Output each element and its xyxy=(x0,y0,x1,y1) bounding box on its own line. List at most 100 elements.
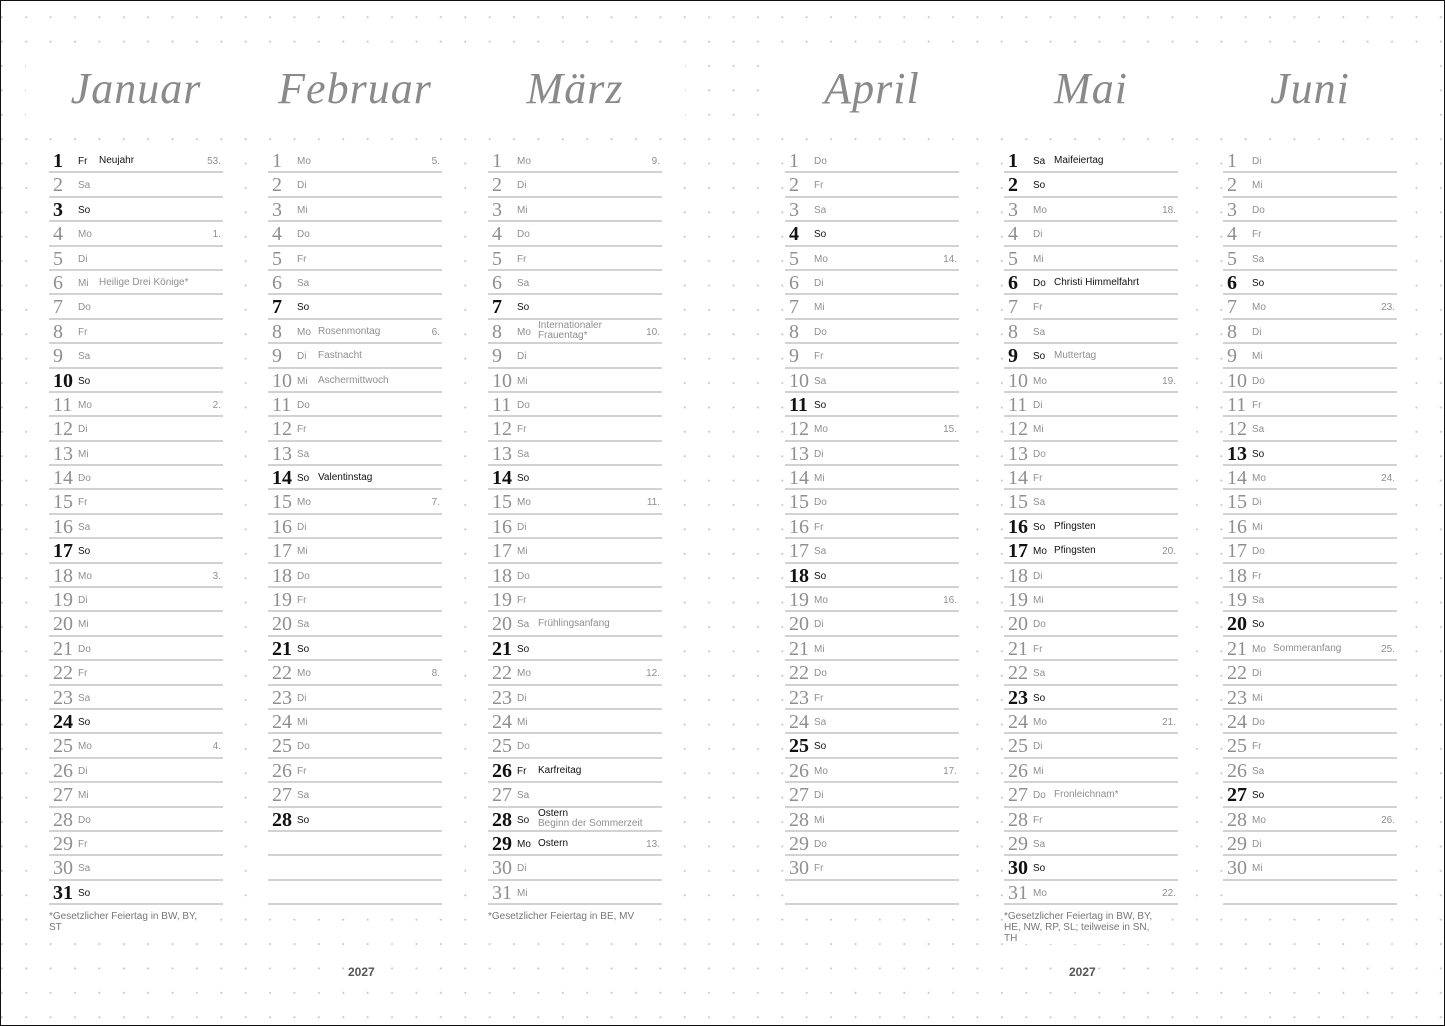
day-row[interactable]: 5 Mi xyxy=(1004,246,1178,271)
day-row[interactable]: 11 Do xyxy=(268,392,442,418)
day-row[interactable]: 29 Mo Ostern 13. xyxy=(488,831,662,857)
day-row[interactable]: 1 Do xyxy=(785,149,959,174)
day-row[interactable]: 21 Mo Sommeranfang 25. xyxy=(1223,636,1397,662)
day-row[interactable]: 12 Mi xyxy=(1004,417,1178,442)
day-row[interactable]: 30 So xyxy=(1004,856,1178,881)
day-row[interactable]: 22 Do xyxy=(785,661,959,686)
day-row[interactable]: 10 So xyxy=(49,368,223,393)
day-row[interactable]: 30 Mi xyxy=(1223,856,1397,881)
day-row[interactable]: 22 Sa xyxy=(1004,661,1178,686)
day-row[interactable]: 13 Mi xyxy=(49,441,223,467)
day-row[interactable]: 8 Sa xyxy=(1004,319,1178,345)
day-row[interactable]: 28 So Ostern Beginn der Sommerzeit xyxy=(488,807,662,832)
day-row[interactable]: 21 Mi xyxy=(785,636,959,662)
day-row[interactable]: 26 Mi xyxy=(1004,758,1178,784)
day-row[interactable]: 27 So xyxy=(1223,783,1397,808)
day-row[interactable]: 6 Do Christi Himmelfahrt xyxy=(1004,270,1178,296)
day-row[interactable]: 20 Sa xyxy=(268,612,442,637)
day-row[interactable]: 13 So xyxy=(1223,441,1397,467)
day-row[interactable]: 7 Mi xyxy=(785,295,959,320)
day-row[interactable]: 26 Fr Karfreitag xyxy=(488,758,662,784)
day-row[interactable]: 29 Sa xyxy=(1004,831,1178,857)
day-row[interactable]: 22 Mo 8. xyxy=(268,661,442,686)
day-row[interactable]: 17 Mi xyxy=(268,539,442,564)
day-row[interactable]: 11 Di xyxy=(1004,392,1178,418)
day-row[interactable]: 5 Fr xyxy=(268,246,442,271)
day-row[interactable]: 9 Di Fastnacht xyxy=(268,344,442,369)
day-row[interactable]: 29 Fr xyxy=(49,831,223,857)
day-row[interactable]: 16 Sa xyxy=(49,514,223,540)
day-row[interactable]: 1 Mo 9. xyxy=(488,149,662,174)
day-row[interactable]: 11 Do xyxy=(488,392,662,418)
day-row[interactable]: 15 Do xyxy=(785,490,959,515)
day-row[interactable]: 18 Di xyxy=(1004,563,1178,589)
day-row[interactable]: 19 Fr xyxy=(488,588,662,613)
day-row[interactable]: 23 So xyxy=(1004,685,1178,710)
day-row[interactable]: 31 Mi xyxy=(488,880,662,906)
day-row[interactable]: 14 Fr xyxy=(1004,466,1178,491)
day-row[interactable]: 12 Fr xyxy=(488,417,662,442)
day-row[interactable]: 8 Di xyxy=(1223,319,1397,345)
day-row[interactable]: 14 So Valentinstag xyxy=(268,466,442,491)
day-row[interactable]: 31 So xyxy=(49,880,223,906)
day-row[interactable]: 22 Fr xyxy=(49,661,223,686)
day-row[interactable]: 17 Sa xyxy=(785,539,959,564)
day-row[interactable]: 20 Di xyxy=(785,612,959,637)
day-row[interactable]: 26 Mo 17. xyxy=(785,758,959,784)
day-row[interactable]: 8 Fr xyxy=(49,319,223,345)
day-row[interactable]: 2 Di xyxy=(268,173,442,198)
day-row[interactable]: 5 Sa xyxy=(1223,246,1397,271)
day-row[interactable]: 20 Do xyxy=(1004,612,1178,637)
day-row[interactable]: 25 Do xyxy=(268,734,442,759)
day-row[interactable]: 19 Fr xyxy=(268,588,442,613)
day-row[interactable]: 24 So xyxy=(49,709,223,735)
day-row[interactable]: 27 Sa xyxy=(268,783,442,808)
day-row[interactable]: 14 So xyxy=(488,466,662,491)
day-row[interactable]: 20 So xyxy=(1223,612,1397,637)
day-row[interactable]: 31 Mo 22. xyxy=(1004,880,1178,906)
day-row[interactable]: 25 Fr xyxy=(1223,734,1397,759)
day-row[interactable]: 28 So xyxy=(268,807,442,832)
day-row[interactable]: 1 Sa Maifeiertag xyxy=(1004,149,1178,174)
day-row[interactable]: 16 Di xyxy=(488,514,662,540)
day-row[interactable]: 3 Do xyxy=(1223,197,1397,223)
day-row[interactable]: 18 Do xyxy=(488,563,662,589)
day-row[interactable]: 18 Mo 3. xyxy=(49,563,223,589)
day-row[interactable]: 16 Di xyxy=(268,514,442,540)
day-row[interactable]: 10 Mi xyxy=(488,368,662,393)
day-row[interactable]: 28 Mi xyxy=(785,807,959,832)
day-row[interactable]: 3 Sa xyxy=(785,197,959,223)
day-row[interactable]: 24 Sa xyxy=(785,709,959,735)
day-row[interactable]: 18 So xyxy=(785,563,959,589)
day-row[interactable]: 5 Mo 14. xyxy=(785,246,959,271)
day-row[interactable]: 20 Mi xyxy=(49,612,223,637)
day-row[interactable]: 25 So xyxy=(785,734,959,759)
day-row[interactable]: 16 So Pfingsten xyxy=(1004,514,1178,540)
day-row[interactable]: 27 Mi xyxy=(49,783,223,808)
day-row[interactable]: 13 Sa xyxy=(488,441,662,467)
day-row[interactable]: 6 Sa xyxy=(268,270,442,296)
day-row[interactable]: 14 Do xyxy=(49,466,223,491)
day-row[interactable]: 4 Do xyxy=(488,222,662,247)
day-row[interactable]: 15 Fr xyxy=(49,490,223,515)
day-row[interactable]: 23 Fr xyxy=(785,685,959,710)
day-row[interactable]: 15 Mo 7. xyxy=(268,490,442,515)
day-row[interactable]: 25 Do xyxy=(488,734,662,759)
day-row[interactable]: 26 Fr xyxy=(268,758,442,784)
day-row[interactable]: 7 Do xyxy=(49,295,223,320)
day-row[interactable]: 10 Sa xyxy=(785,368,959,393)
day-row[interactable]: 21 So xyxy=(268,636,442,662)
day-row[interactable]: 26 Sa xyxy=(1223,758,1397,784)
day-row[interactable]: 6 Sa xyxy=(488,270,662,296)
day-row[interactable]: 1 Di xyxy=(1223,149,1397,174)
day-row[interactable]: 11 So xyxy=(785,392,959,418)
day-row[interactable]: 9 Mi xyxy=(1223,344,1397,369)
day-row[interactable]: 16 Mi xyxy=(1223,514,1397,540)
day-row[interactable]: 6 So xyxy=(1223,270,1397,296)
day-row[interactable]: 22 Di xyxy=(1223,661,1397,686)
day-row[interactable]: 1 Fr Neujahr 53. xyxy=(49,149,223,174)
day-row[interactable]: 8 Mo Internationaler Frauentag* 10. xyxy=(488,319,662,345)
day-row[interactable]: 14 Mi xyxy=(785,466,959,491)
day-row[interactable]: 10 Do xyxy=(1223,368,1397,393)
day-row[interactable]: 3 Mi xyxy=(268,197,442,223)
